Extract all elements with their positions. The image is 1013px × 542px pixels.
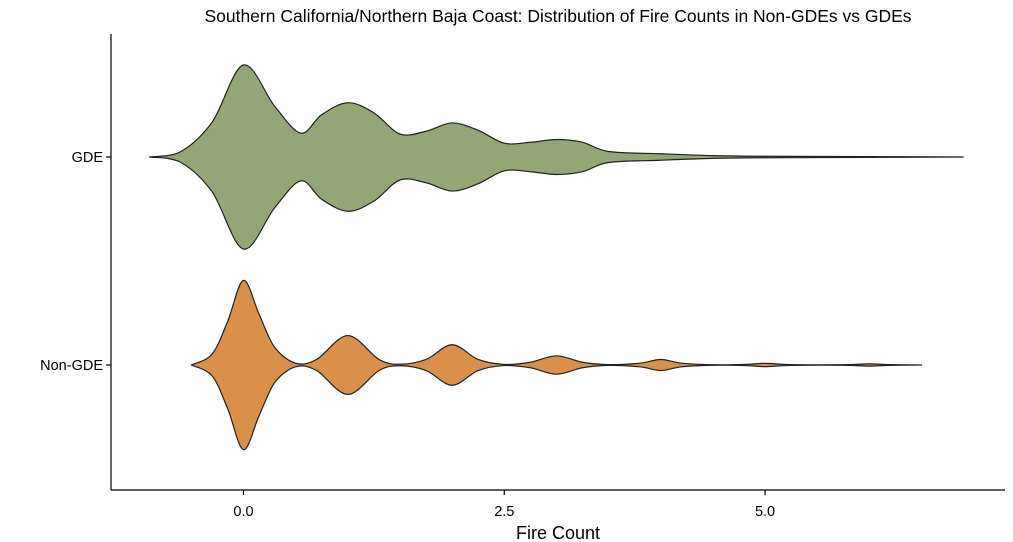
violin-layer [149, 64, 964, 451]
x-axis-label: Fire Count [516, 523, 600, 542]
x-axis-ticks: 0.0 2.5 5.0 [233, 490, 775, 520]
x-tick-label: 0.0 [233, 504, 253, 520]
x-tick-label: 2.5 [494, 504, 514, 520]
y-tick-label-non-gde: Non-GDE [40, 358, 103, 374]
x-tick-label: 5.0 [755, 504, 775, 520]
y-tick-label-gde: GDE [72, 150, 104, 166]
violin-non-gde [190, 279, 923, 451]
y-axis-ticks: GDE Non-GDE [40, 150, 111, 374]
violin-gde [149, 64, 964, 250]
chart-title: Southern California/Northern Baja Coast:… [204, 6, 911, 26]
